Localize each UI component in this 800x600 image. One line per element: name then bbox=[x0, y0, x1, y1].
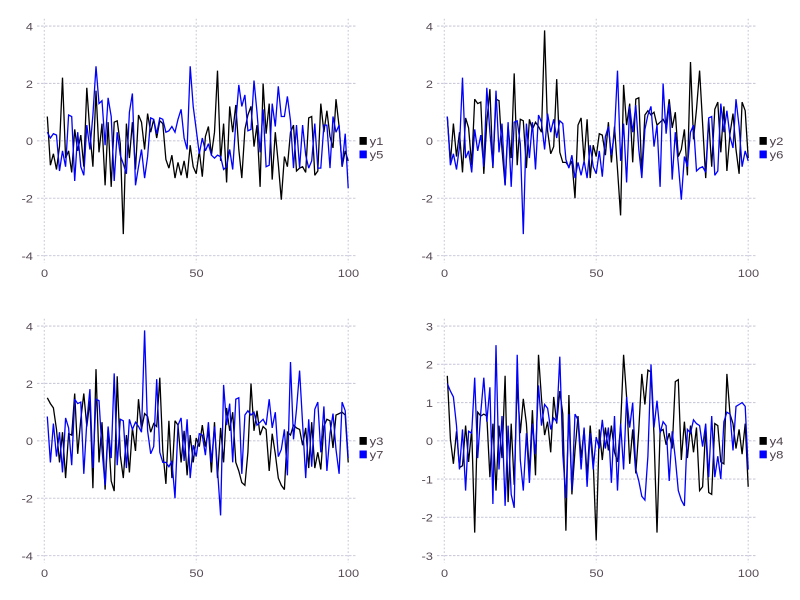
svg-text:50: 50 bbox=[589, 568, 603, 580]
svg-text:-4: -4 bbox=[22, 551, 34, 563]
svg-text:y6: y6 bbox=[770, 150, 784, 162]
svg-text:4: 4 bbox=[26, 21, 33, 33]
svg-text:-3: -3 bbox=[422, 551, 434, 563]
svg-text:y2: y2 bbox=[770, 136, 784, 148]
svg-text:0: 0 bbox=[441, 268, 448, 280]
svg-text:4: 4 bbox=[26, 321, 33, 333]
svg-text:50: 50 bbox=[189, 268, 203, 280]
svg-text:y1: y1 bbox=[370, 136, 384, 148]
svg-text:50: 50 bbox=[189, 568, 203, 580]
svg-text:2: 2 bbox=[426, 79, 433, 91]
svg-text:y8: y8 bbox=[770, 450, 784, 462]
svg-text:2: 2 bbox=[426, 360, 433, 372]
svg-text:y3: y3 bbox=[370, 436, 384, 448]
svg-text:-2: -2 bbox=[422, 513, 434, 525]
svg-text:0: 0 bbox=[26, 436, 33, 448]
svg-text:3: 3 bbox=[426, 321, 433, 333]
svg-text:0: 0 bbox=[426, 136, 433, 148]
svg-text:-2: -2 bbox=[422, 194, 434, 206]
svg-text:1: 1 bbox=[426, 398, 433, 410]
svg-text:-4: -4 bbox=[422, 251, 434, 263]
svg-text:2: 2 bbox=[26, 79, 33, 91]
svg-text:0: 0 bbox=[426, 436, 433, 448]
svg-text:100: 100 bbox=[738, 568, 759, 580]
svg-text:100: 100 bbox=[738, 268, 759, 280]
svg-text:4: 4 bbox=[426, 21, 433, 33]
svg-text:y7: y7 bbox=[370, 450, 384, 462]
svg-text:-1: -1 bbox=[422, 474, 434, 486]
svg-text:0: 0 bbox=[41, 268, 48, 280]
svg-text:2: 2 bbox=[26, 379, 33, 391]
svg-text:100: 100 bbox=[338, 568, 359, 580]
svg-text:0: 0 bbox=[41, 568, 48, 580]
svg-text:0: 0 bbox=[26, 136, 33, 148]
svg-text:0: 0 bbox=[441, 568, 448, 580]
svg-text:50: 50 bbox=[589, 268, 603, 280]
svg-text:100: 100 bbox=[338, 268, 359, 280]
svg-text:-4: -4 bbox=[22, 251, 34, 263]
svg-text:-2: -2 bbox=[22, 494, 34, 506]
svg-text:y4: y4 bbox=[770, 436, 784, 448]
svg-text:-2: -2 bbox=[22, 194, 34, 206]
svg-text:y5: y5 bbox=[370, 150, 384, 162]
